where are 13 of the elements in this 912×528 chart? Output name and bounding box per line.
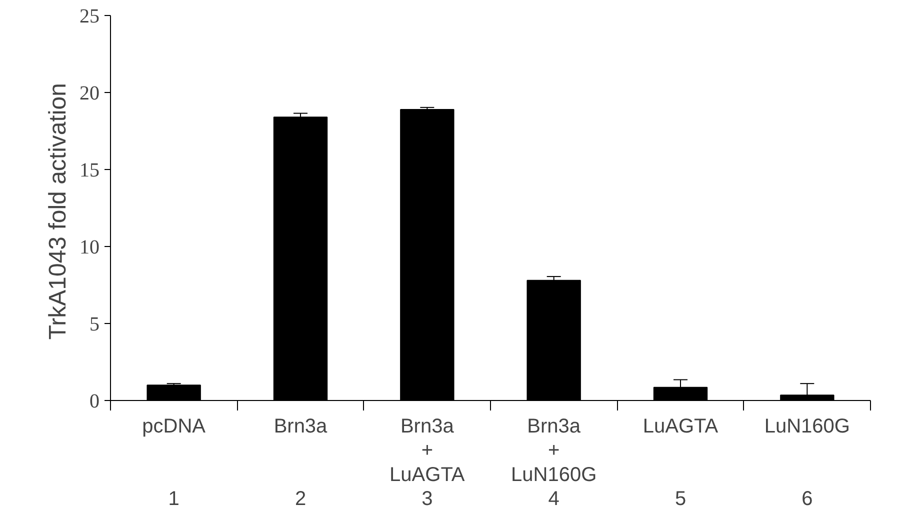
x-tick-label: Brn3a + LuN160G 4 — [511, 416, 597, 510]
y-tick-label: 10 — [80, 236, 100, 258]
y-tick-label: 20 — [80, 82, 100, 104]
y-tick-label: 0 — [90, 390, 100, 412]
y-axis-title: TrkA1043 fold activation — [44, 83, 72, 340]
category-label: LuN160G 6 — [764, 416, 850, 510]
y-tick-label: 5 — [90, 314, 100, 336]
y-tick-label: 15 — [80, 160, 100, 182]
y-tick-label: 25 — [80, 6, 100, 28]
category-label: pcDNA 1 — [142, 416, 206, 510]
category-label: Brn3a 2 — [274, 416, 328, 510]
x-tick-label: Brn3a + LuAGTA 3 — [390, 416, 466, 510]
category-label: LuAGTA 5 — [642, 416, 718, 510]
